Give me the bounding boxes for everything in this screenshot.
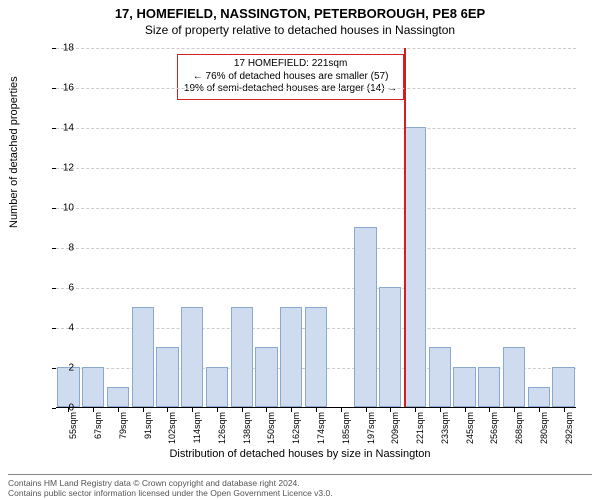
bar (132, 307, 154, 407)
footer-line: Contains HM Land Registry data © Crown c… (8, 478, 592, 488)
chart-title: 17, HOMEFIELD, NASSINGTON, PETERBOROUGH,… (0, 0, 600, 21)
x-tick-label: 174sqm (316, 412, 326, 452)
x-tick-label: 209sqm (390, 412, 400, 452)
bar (181, 307, 203, 407)
bar (280, 307, 302, 407)
x-tick-label: 102sqm (167, 412, 177, 452)
y-tick-label: 14 (54, 123, 74, 134)
bar (453, 367, 475, 407)
x-tick-label: 55sqm (68, 412, 78, 452)
y-tick-mark (52, 128, 56, 129)
annotation-line: 17 HOMEFIELD: 221sqm (184, 58, 397, 71)
y-tick-label: 12 (54, 163, 74, 174)
y-tick-mark (52, 48, 56, 49)
x-tick-label: 268sqm (514, 412, 524, 452)
y-tick-mark (52, 248, 56, 249)
x-tick-label: 162sqm (291, 412, 301, 452)
bar (552, 367, 574, 407)
gridline (56, 168, 576, 169)
bar (255, 347, 277, 407)
bar (379, 287, 401, 407)
footer-line: Contains public sector information licen… (8, 488, 592, 498)
footer: Contains HM Land Registry data © Crown c… (8, 474, 592, 498)
bar (478, 367, 500, 407)
bar (429, 347, 451, 407)
x-tick-label: 67sqm (93, 412, 103, 452)
gridline (56, 248, 576, 249)
annotation-line: ← 76% of detached houses are smaller (57… (184, 71, 397, 84)
x-tick-label: 233sqm (440, 412, 450, 452)
annotation-box: 17 HOMEFIELD: 221sqm ← 76% of detached h… (177, 54, 404, 100)
y-tick-label: 10 (54, 203, 74, 214)
gridline (56, 88, 576, 89)
bar (354, 227, 376, 407)
bar (503, 347, 525, 407)
x-tick-label: 197sqm (366, 412, 376, 452)
gridline (56, 128, 576, 129)
bar (82, 367, 104, 407)
y-tick-label: 16 (54, 83, 74, 94)
bar (404, 127, 426, 407)
y-tick-mark (52, 288, 56, 289)
x-tick-label: 292sqm (564, 412, 574, 452)
y-tick-label: 2 (54, 363, 74, 374)
y-tick-label: 4 (54, 323, 74, 334)
y-tick-mark (52, 88, 56, 89)
x-tick-label: 138sqm (242, 412, 252, 452)
y-tick-label: 8 (54, 243, 74, 254)
y-tick-mark (52, 208, 56, 209)
bar (107, 387, 129, 407)
bar (231, 307, 253, 407)
x-tick-label: 245sqm (465, 412, 475, 452)
gridline (56, 208, 576, 209)
marker-line (404, 48, 406, 407)
x-tick-label: 150sqm (266, 412, 276, 452)
gridline (56, 288, 576, 289)
gridline (56, 48, 576, 49)
y-tick-mark (52, 408, 56, 409)
x-tick-label: 280sqm (539, 412, 549, 452)
bar (206, 367, 228, 407)
bar (156, 347, 178, 407)
x-tick-label: 114sqm (192, 412, 202, 452)
bar (305, 307, 327, 407)
y-axis-label: Number of detached properties (8, 76, 20, 228)
y-tick-label: 6 (54, 283, 74, 294)
chart-container: 17, HOMEFIELD, NASSINGTON, PETERBOROUGH,… (0, 0, 600, 500)
plot-area: 17 HOMEFIELD: 221sqm ← 76% of detached h… (56, 48, 576, 408)
x-tick-label: 79sqm (118, 412, 128, 452)
y-tick-mark (52, 328, 56, 329)
x-tick-label: 221sqm (415, 412, 425, 452)
x-tick-label: 91sqm (143, 412, 153, 452)
chart-subtitle: Size of property relative to detached ho… (0, 21, 600, 37)
bar (528, 387, 550, 407)
y-tick-mark (52, 168, 56, 169)
y-tick-mark (52, 368, 56, 369)
x-tick-label: 126sqm (217, 412, 227, 452)
x-tick-label: 185sqm (341, 412, 351, 452)
y-tick-label: 18 (54, 43, 74, 54)
x-tick-label: 256sqm (489, 412, 499, 452)
annotation-line: 19% of semi-detached houses are larger (… (184, 83, 397, 96)
